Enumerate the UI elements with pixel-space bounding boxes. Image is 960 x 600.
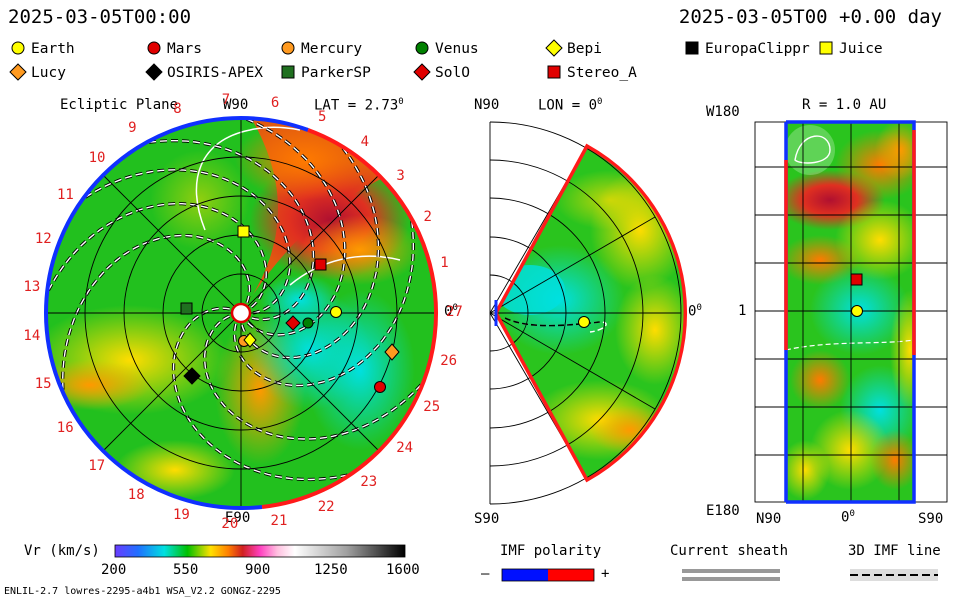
legend-marker-mars: [147, 41, 161, 55]
imf-spiral-line: [46, 203, 267, 336]
ecliptic-tick-label: 2: [423, 208, 432, 225]
timestamp-right: 2025-03-05T00 +0.00 day: [678, 6, 942, 28]
legend-marker-europaclippr: [685, 41, 699, 55]
ecliptic-panel: [44, 116, 438, 511]
synoptic-e-label: E180: [706, 503, 740, 519]
synoptic-panel: [754, 120, 948, 504]
synoptic-n-label: N90: [756, 511, 782, 527]
ecliptic-tick-label: 14: [23, 328, 41, 345]
ecliptic-tick-label: 17: [88, 458, 106, 475]
ecliptic-title: Ecliptic Plane: [60, 97, 179, 113]
ecliptic-tick-label: 8: [173, 100, 182, 117]
ecliptic-tick-label: 22: [317, 498, 335, 515]
colorbar-tick: 1600: [386, 562, 420, 578]
legend-marker-venus: [415, 41, 429, 55]
colorbar-tick: 900: [245, 562, 271, 578]
imf-spiral-line: [61, 234, 251, 437]
colorbar-label: Vr (km/s): [24, 543, 100, 559]
imf-spiral-line: [48, 169, 291, 314]
legend-label-earth: Earth: [31, 41, 75, 57]
legend-label-juice: Juice: [839, 41, 883, 57]
legend-marker-osiris-apex: [145, 63, 163, 81]
synoptic-r-label: R = 1.0 AU: [802, 97, 887, 113]
ecliptic-tick-label: 4: [360, 133, 370, 150]
legend-marker-bepi: [545, 39, 563, 57]
imf-plus: +: [601, 566, 610, 582]
ecliptic-tick-label: 13: [23, 279, 41, 296]
imf-polarity-title: IMF polarity: [500, 543, 602, 559]
legend-label-parkersp: ParkerSP: [301, 65, 371, 81]
meridional-right-label: 00: [688, 303, 702, 320]
legend: Earth Mars Mercury Venus Bepi EuropaClippr Jui…: [9, 39, 883, 81]
meridional-n-label: N90: [474, 97, 500, 113]
ecliptic-tick-label: 15: [34, 376, 52, 393]
synoptic-mid-label: 1: [738, 303, 747, 319]
synoptic-s-label: S90: [918, 511, 944, 527]
current-sheath-title: Current sheath: [670, 543, 789, 559]
legend-marker-lucy: [9, 63, 27, 81]
ecliptic-tick-label: 7: [221, 92, 231, 109]
colorbar-tick: 1250: [314, 562, 348, 578]
ecliptic-tick-label: 12: [34, 231, 52, 248]
ecliptic-tick-label: 10: [88, 149, 106, 166]
timestamp-left: 2025-03-05T00:00: [8, 6, 192, 28]
legend-label-europaclippr: EuropaClippr: [705, 41, 810, 57]
ecliptic-tick-label: 19: [172, 507, 190, 524]
imf-spiral-line: [102, 140, 315, 321]
legend-marker-stereo_a: [547, 65, 561, 79]
footer-model-info: ENLIL-2.7 lowres-2295-a4b1 WSA_V2.2 GONG…: [4, 586, 281, 597]
synoptic-x0-label: 00: [841, 509, 855, 526]
ecliptic-tick-label: 21: [270, 512, 288, 529]
legend-label-bepi: Bepi: [567, 41, 602, 57]
imf-spiral-line: [200, 118, 346, 336]
legend-marker-solo: [413, 63, 431, 81]
ecliptic-tick-label: 27: [445, 304, 463, 321]
ecliptic-top-label: W90: [223, 97, 249, 113]
ecliptic-tick-label: 16: [56, 420, 74, 437]
legend-marker-earth: [11, 41, 25, 55]
legend-label-stereo_a: Stereo_A: [567, 65, 637, 81]
ecliptic-tick-label: 11: [56, 187, 74, 204]
colorbar-tick: 550: [173, 562, 199, 578]
colorbar: [114, 544, 406, 558]
ecliptic-tick-label: 5: [318, 109, 327, 126]
imf-minus: –: [481, 566, 490, 582]
meridional-s-label: S90: [474, 511, 500, 527]
imf-minus-swatch: [502, 569, 548, 581]
ecliptic-tick-label: 25: [423, 399, 441, 416]
meridional-panel: [489, 121, 688, 505]
ecliptic-tick-label: 20: [221, 515, 239, 532]
imf-3d-title: 3D IMF line: [848, 543, 941, 559]
imf-spiral-line: [233, 174, 414, 387]
legend-label-mars: Mars: [167, 41, 202, 57]
colorbar-tick: 200: [101, 562, 127, 578]
ecliptic-tick-label: 3: [396, 167, 405, 184]
ecliptic-tick-label: 18: [127, 487, 145, 504]
ecliptic-lat: LAT = 2.730: [314, 97, 404, 114]
legend-marker-parkersp: [281, 65, 295, 79]
synoptic-w-label: W180: [706, 104, 740, 120]
meridional-lon: LON = 00: [538, 97, 603, 114]
imf-spiral-line: [172, 307, 393, 481]
legend-marker-juice: [819, 41, 833, 55]
legend-label-lucy: Lucy: [31, 65, 66, 81]
ecliptic-tick-label: 24: [396, 440, 414, 457]
ecliptic-tick-label: 26: [440, 353, 458, 370]
ecliptic-tick-label: 9: [128, 120, 137, 137]
ecliptic-tick-label: 1: [440, 255, 449, 272]
legend-label-venus: Venus: [435, 41, 479, 57]
legend-label-mercury: Mercury: [301, 41, 362, 57]
ecliptic-tick-label: 6: [270, 95, 280, 112]
ecliptic-right-label: 00: [444, 303, 458, 320]
imf-spiral-line: [203, 315, 436, 440]
ecliptic-tick-label: 23: [360, 474, 378, 491]
legend-label-solo: SolO: [435, 65, 470, 81]
imf-plus-swatch: [548, 569, 594, 581]
ecliptic-bottom-label: E90: [225, 510, 251, 526]
legend-marker-mercury: [281, 41, 295, 55]
legend-label-osiris-apex: OSIRIS-APEX: [167, 65, 263, 81]
